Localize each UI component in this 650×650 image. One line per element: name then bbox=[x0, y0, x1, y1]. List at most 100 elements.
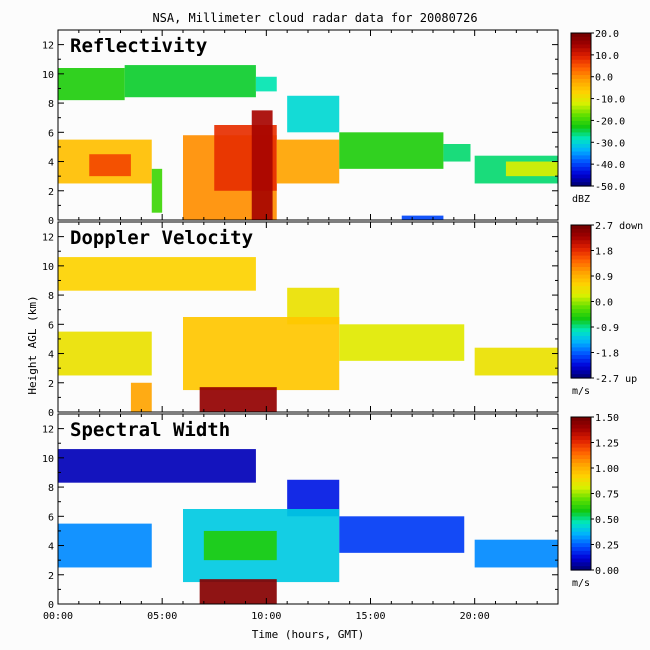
colorbar-segment bbox=[571, 78, 591, 84]
colorbar-segment bbox=[571, 274, 591, 280]
heatmap-cell bbox=[339, 132, 444, 169]
colorbar-segment bbox=[571, 504, 591, 510]
heatmap-cell bbox=[443, 144, 471, 162]
y-tick-label: 6 bbox=[48, 320, 54, 331]
colorbar-segment bbox=[571, 159, 591, 164]
colorbar-tick-label: 0.0 bbox=[595, 298, 613, 309]
colorbar-segment bbox=[571, 343, 591, 348]
colorbar-tick-label: -0.9 bbox=[595, 323, 619, 334]
heatmap-cell bbox=[255, 76, 277, 92]
colorbar-segment bbox=[571, 132, 591, 137]
colorbar-tick-label: 1.8 bbox=[595, 247, 613, 258]
colorbar-segment bbox=[571, 255, 591, 261]
x-axis-label: Time (hours, GMT) bbox=[252, 628, 365, 641]
colorbar-segment bbox=[571, 328, 591, 333]
heatmap-cell bbox=[339, 516, 465, 553]
colorbar-segment bbox=[571, 170, 591, 176]
colorbar-segment bbox=[571, 432, 591, 437]
colorbar-segment bbox=[571, 282, 591, 287]
heatmap-cells bbox=[58, 65, 558, 220]
colorbar-segment bbox=[571, 324, 591, 329]
colorbar-segment bbox=[571, 520, 591, 525]
colorbar-segment bbox=[571, 128, 591, 134]
colorbar-segment bbox=[571, 554, 591, 560]
colorbar-segment bbox=[571, 90, 591, 95]
colorbar-segment bbox=[571, 339, 591, 345]
colorbar-segment bbox=[571, 370, 591, 375]
colorbar-segment bbox=[571, 297, 591, 303]
y-tick-label: 12 bbox=[42, 425, 54, 436]
colorbar-segment bbox=[571, 366, 591, 371]
colorbar-segment bbox=[571, 174, 591, 179]
colorbar-segment bbox=[571, 236, 591, 241]
colorbar-tick-label: 1.00 bbox=[595, 464, 619, 475]
colorbar-segment bbox=[571, 163, 591, 168]
colorbar-segment bbox=[571, 98, 591, 103]
colorbar-segment bbox=[571, 451, 591, 456]
colorbar-segment bbox=[571, 166, 591, 172]
colorbar-frame bbox=[570, 32, 592, 187]
colorbar-segment bbox=[571, 362, 591, 368]
colorbar-segment bbox=[571, 124, 591, 130]
heatmap-cell bbox=[401, 215, 444, 220]
colorbar-tick-label: 2.7 down bbox=[595, 221, 643, 232]
colorbar-unit: m/s bbox=[572, 578, 590, 589]
y-tick-label: 2 bbox=[48, 187, 54, 198]
colorbar-tick-label: 0.0 bbox=[595, 73, 613, 84]
colorbar-tick-label: 1.50 bbox=[595, 413, 619, 424]
colorbar-segment bbox=[571, 225, 591, 230]
y-tick-label: 8 bbox=[48, 99, 54, 110]
colorbar-tick-label: -50.0 bbox=[595, 182, 625, 193]
colorbar-unit: m/s bbox=[572, 386, 590, 397]
colorbar-segment bbox=[571, 417, 591, 422]
colorbar-segment bbox=[571, 109, 591, 114]
colorbar-segment bbox=[571, 489, 591, 495]
heatmap-cell bbox=[251, 110, 273, 220]
colorbar-segment bbox=[571, 82, 591, 88]
colorbar-segment bbox=[571, 55, 591, 61]
colorbar-segment bbox=[571, 240, 591, 245]
y-tick-label: 0 bbox=[48, 216, 54, 227]
heatmap-cell bbox=[89, 154, 131, 177]
y-tick-label: 4 bbox=[48, 350, 54, 361]
colorbar-segment bbox=[571, 101, 591, 107]
colorbar-segment bbox=[571, 182, 591, 187]
colorbar-segment bbox=[571, 105, 591, 111]
colorbar-segment bbox=[571, 270, 591, 276]
heatmap-cell bbox=[276, 139, 340, 184]
colorbar-segment bbox=[571, 332, 591, 337]
panel-title: Reflectivity bbox=[70, 35, 207, 57]
colorbar-tick-label: 10.0 bbox=[595, 51, 619, 62]
colorbar-segment bbox=[571, 470, 591, 475]
x-tick-label: 05:00 bbox=[147, 611, 177, 622]
colorbar-tick-label: 0.00 bbox=[595, 566, 619, 577]
colorbar-tick-label: -20.0 bbox=[595, 116, 625, 127]
colorbar-segment bbox=[571, 48, 591, 53]
heatmap-cell bbox=[474, 539, 558, 568]
colorbar-segment bbox=[571, 466, 591, 472]
heatmap-cells bbox=[58, 449, 558, 604]
colorbar-segment bbox=[571, 155, 591, 160]
heatmap-cell bbox=[183, 317, 340, 391]
colorbar-segment bbox=[571, 420, 591, 426]
heatmap-cell bbox=[199, 387, 277, 412]
colorbar-tick-label: -40.0 bbox=[595, 160, 625, 171]
x-tick-label: 00:00 bbox=[43, 611, 73, 622]
colorbar-segment bbox=[571, 347, 591, 352]
colorbar-segment bbox=[571, 439, 591, 445]
colorbar-segment bbox=[571, 293, 591, 299]
colorbar-segment bbox=[571, 462, 591, 468]
panel-title: Spectral Width bbox=[70, 419, 230, 441]
colorbar-segment bbox=[571, 113, 591, 118]
colorbar-segment bbox=[571, 59, 591, 65]
colorbar-segment bbox=[571, 516, 591, 521]
colorbar: 1.50 1.25 1.00 0.75 0.50 0.25 0.00 m/s bbox=[570, 413, 619, 589]
y-tick-label: 12 bbox=[42, 41, 54, 52]
colorbar-tick-label: 0.75 bbox=[595, 490, 619, 501]
colorbar-segment bbox=[571, 232, 591, 238]
heatmap-cell bbox=[199, 579, 277, 604]
colorbar-tick-label: -10.0 bbox=[595, 95, 625, 106]
colorbar-segment bbox=[571, 301, 591, 306]
heatmap-cell bbox=[58, 68, 125, 101]
y-tick-label: 2 bbox=[48, 571, 54, 582]
